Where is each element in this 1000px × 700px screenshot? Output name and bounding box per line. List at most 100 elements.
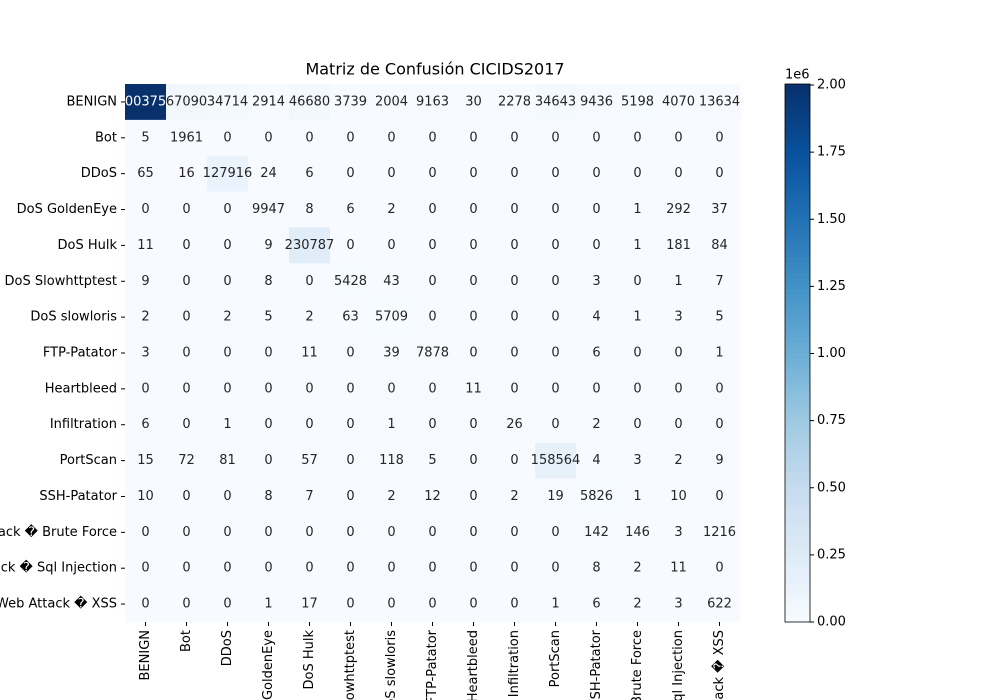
colorbar-segment: [785, 444, 810, 451]
x-tick-label: Bot: [179, 630, 194, 652]
cell-label: 0: [551, 381, 559, 396]
y-tick-label: Infiltration: [50, 417, 117, 432]
colorbar-segment: [785, 186, 810, 193]
cell-label: 2: [633, 597, 641, 612]
cell-label: 0: [633, 417, 641, 432]
heatmap-cell: [658, 514, 700, 551]
heatmap-cell: [494, 191, 536, 228]
cell-label: 0: [592, 130, 600, 145]
colorbar-tick-label: 0.25: [817, 547, 846, 562]
cell-label: 0: [469, 561, 477, 576]
heatmap-cell: [535, 227, 577, 264]
heatmap-cell: [494, 84, 536, 121]
heatmap-cell: [248, 442, 290, 480]
heatmap-cell: [371, 227, 413, 264]
colorbar-segment: [785, 390, 810, 397]
colorbar-segment: [785, 439, 810, 446]
colorbar-segment: [785, 315, 810, 322]
heatmap-cell: [289, 586, 331, 623]
cell-label: 622: [707, 597, 732, 612]
heatmap-cell: [658, 119, 700, 157]
colorbar-segment: [785, 213, 810, 220]
heatmap-cell: [166, 550, 208, 587]
heatmap-cell: [699, 586, 741, 623]
cell-label: 5709: [375, 310, 408, 325]
colorbar-tick-label: 1.75: [817, 145, 846, 160]
heatmap-cell: [289, 442, 331, 480]
cell-label: 0: [510, 202, 518, 217]
colorbar-segment: [785, 293, 810, 300]
heatmap-cell: [494, 442, 536, 480]
cell-label: 0: [715, 489, 723, 504]
heatmap-cell: [207, 84, 249, 121]
heatmap-cell: [289, 370, 331, 408]
colorbar-segment: [785, 94, 810, 101]
cell-label: 0: [141, 202, 149, 217]
cell-label: 0: [510, 561, 518, 576]
cell-label: 0: [223, 346, 231, 361]
cell-label: 4: [592, 453, 600, 468]
cell-label: 9947: [252, 202, 285, 217]
heatmap-cell: [494, 299, 536, 336]
heatmap-cell: [125, 227, 167, 264]
cell-label: 3: [674, 597, 682, 612]
colorbar-segment: [785, 110, 810, 117]
heatmap-cell: [248, 514, 290, 551]
heatmap-cell: [207, 191, 249, 228]
x-tick-label: PortScan: [548, 630, 563, 687]
colorbar-segment: [785, 465, 810, 472]
cell-label: 0: [715, 130, 723, 145]
heatmap-cell: [699, 155, 741, 193]
colorbar-offset: 1e6: [785, 68, 810, 83]
heatmap-cell: [289, 335, 331, 372]
heatmap-cell: [125, 586, 167, 623]
cell-label: 0: [633, 130, 641, 145]
heatmap-cell: [371, 299, 413, 336]
heatmap-cell: [207, 155, 249, 193]
heatmap-cell: [617, 478, 659, 515]
heatmap-cell: [371, 370, 413, 408]
colorbar-segment: [785, 202, 810, 209]
cell-label: 0: [510, 130, 518, 145]
heatmap-cell: [166, 514, 208, 551]
cell-label: 1961: [170, 130, 203, 145]
colorbar-segment: [785, 417, 810, 424]
cell-label: 37: [711, 202, 728, 217]
heatmap-cell: [453, 84, 495, 121]
heatmap-cell: [207, 119, 249, 157]
cell-label: 5826: [580, 489, 613, 504]
heatmap-cell: [289, 478, 331, 515]
heatmap-cell: [576, 84, 618, 121]
heatmap-cell: [125, 442, 167, 480]
cell-label: 9436: [580, 94, 613, 109]
cell-label: 0: [346, 346, 354, 361]
cell-label: 292: [666, 202, 691, 217]
cell-label: 0: [182, 489, 190, 504]
heatmap-cell: [617, 370, 659, 408]
heatmap-cell: [699, 335, 741, 372]
colorbar-segment: [785, 476, 810, 483]
heatmap-cell: [330, 263, 372, 300]
colorbar-segment: [785, 482, 810, 489]
x-tick-label: DoS Hulk: [302, 630, 317, 690]
colorbar-segment: [785, 358, 810, 365]
colorbar-segment: [785, 514, 810, 521]
colorbar-segment: [785, 277, 810, 284]
x-tick-label: DoS GoldenEye: [261, 630, 276, 700]
heatmap-cell: [125, 514, 167, 551]
cell-label: 0: [551, 525, 559, 540]
cell-label: 0: [428, 202, 436, 217]
colorbar-segment: [785, 245, 810, 252]
colorbar-segment: [785, 191, 810, 198]
cell-label: 0: [223, 561, 231, 576]
cell-label: 4070: [662, 94, 695, 109]
cell-label: 0: [428, 381, 436, 396]
colorbar-segment: [785, 546, 810, 553]
cell-label: 1: [633, 310, 641, 325]
cell-label: 2: [510, 489, 518, 504]
heatmap-cell: [207, 442, 249, 480]
colorbar-segment: [785, 153, 810, 160]
cell-label: 46680: [289, 94, 330, 109]
colorbar-segment: [785, 578, 810, 585]
colorbar-segment: [785, 137, 810, 144]
